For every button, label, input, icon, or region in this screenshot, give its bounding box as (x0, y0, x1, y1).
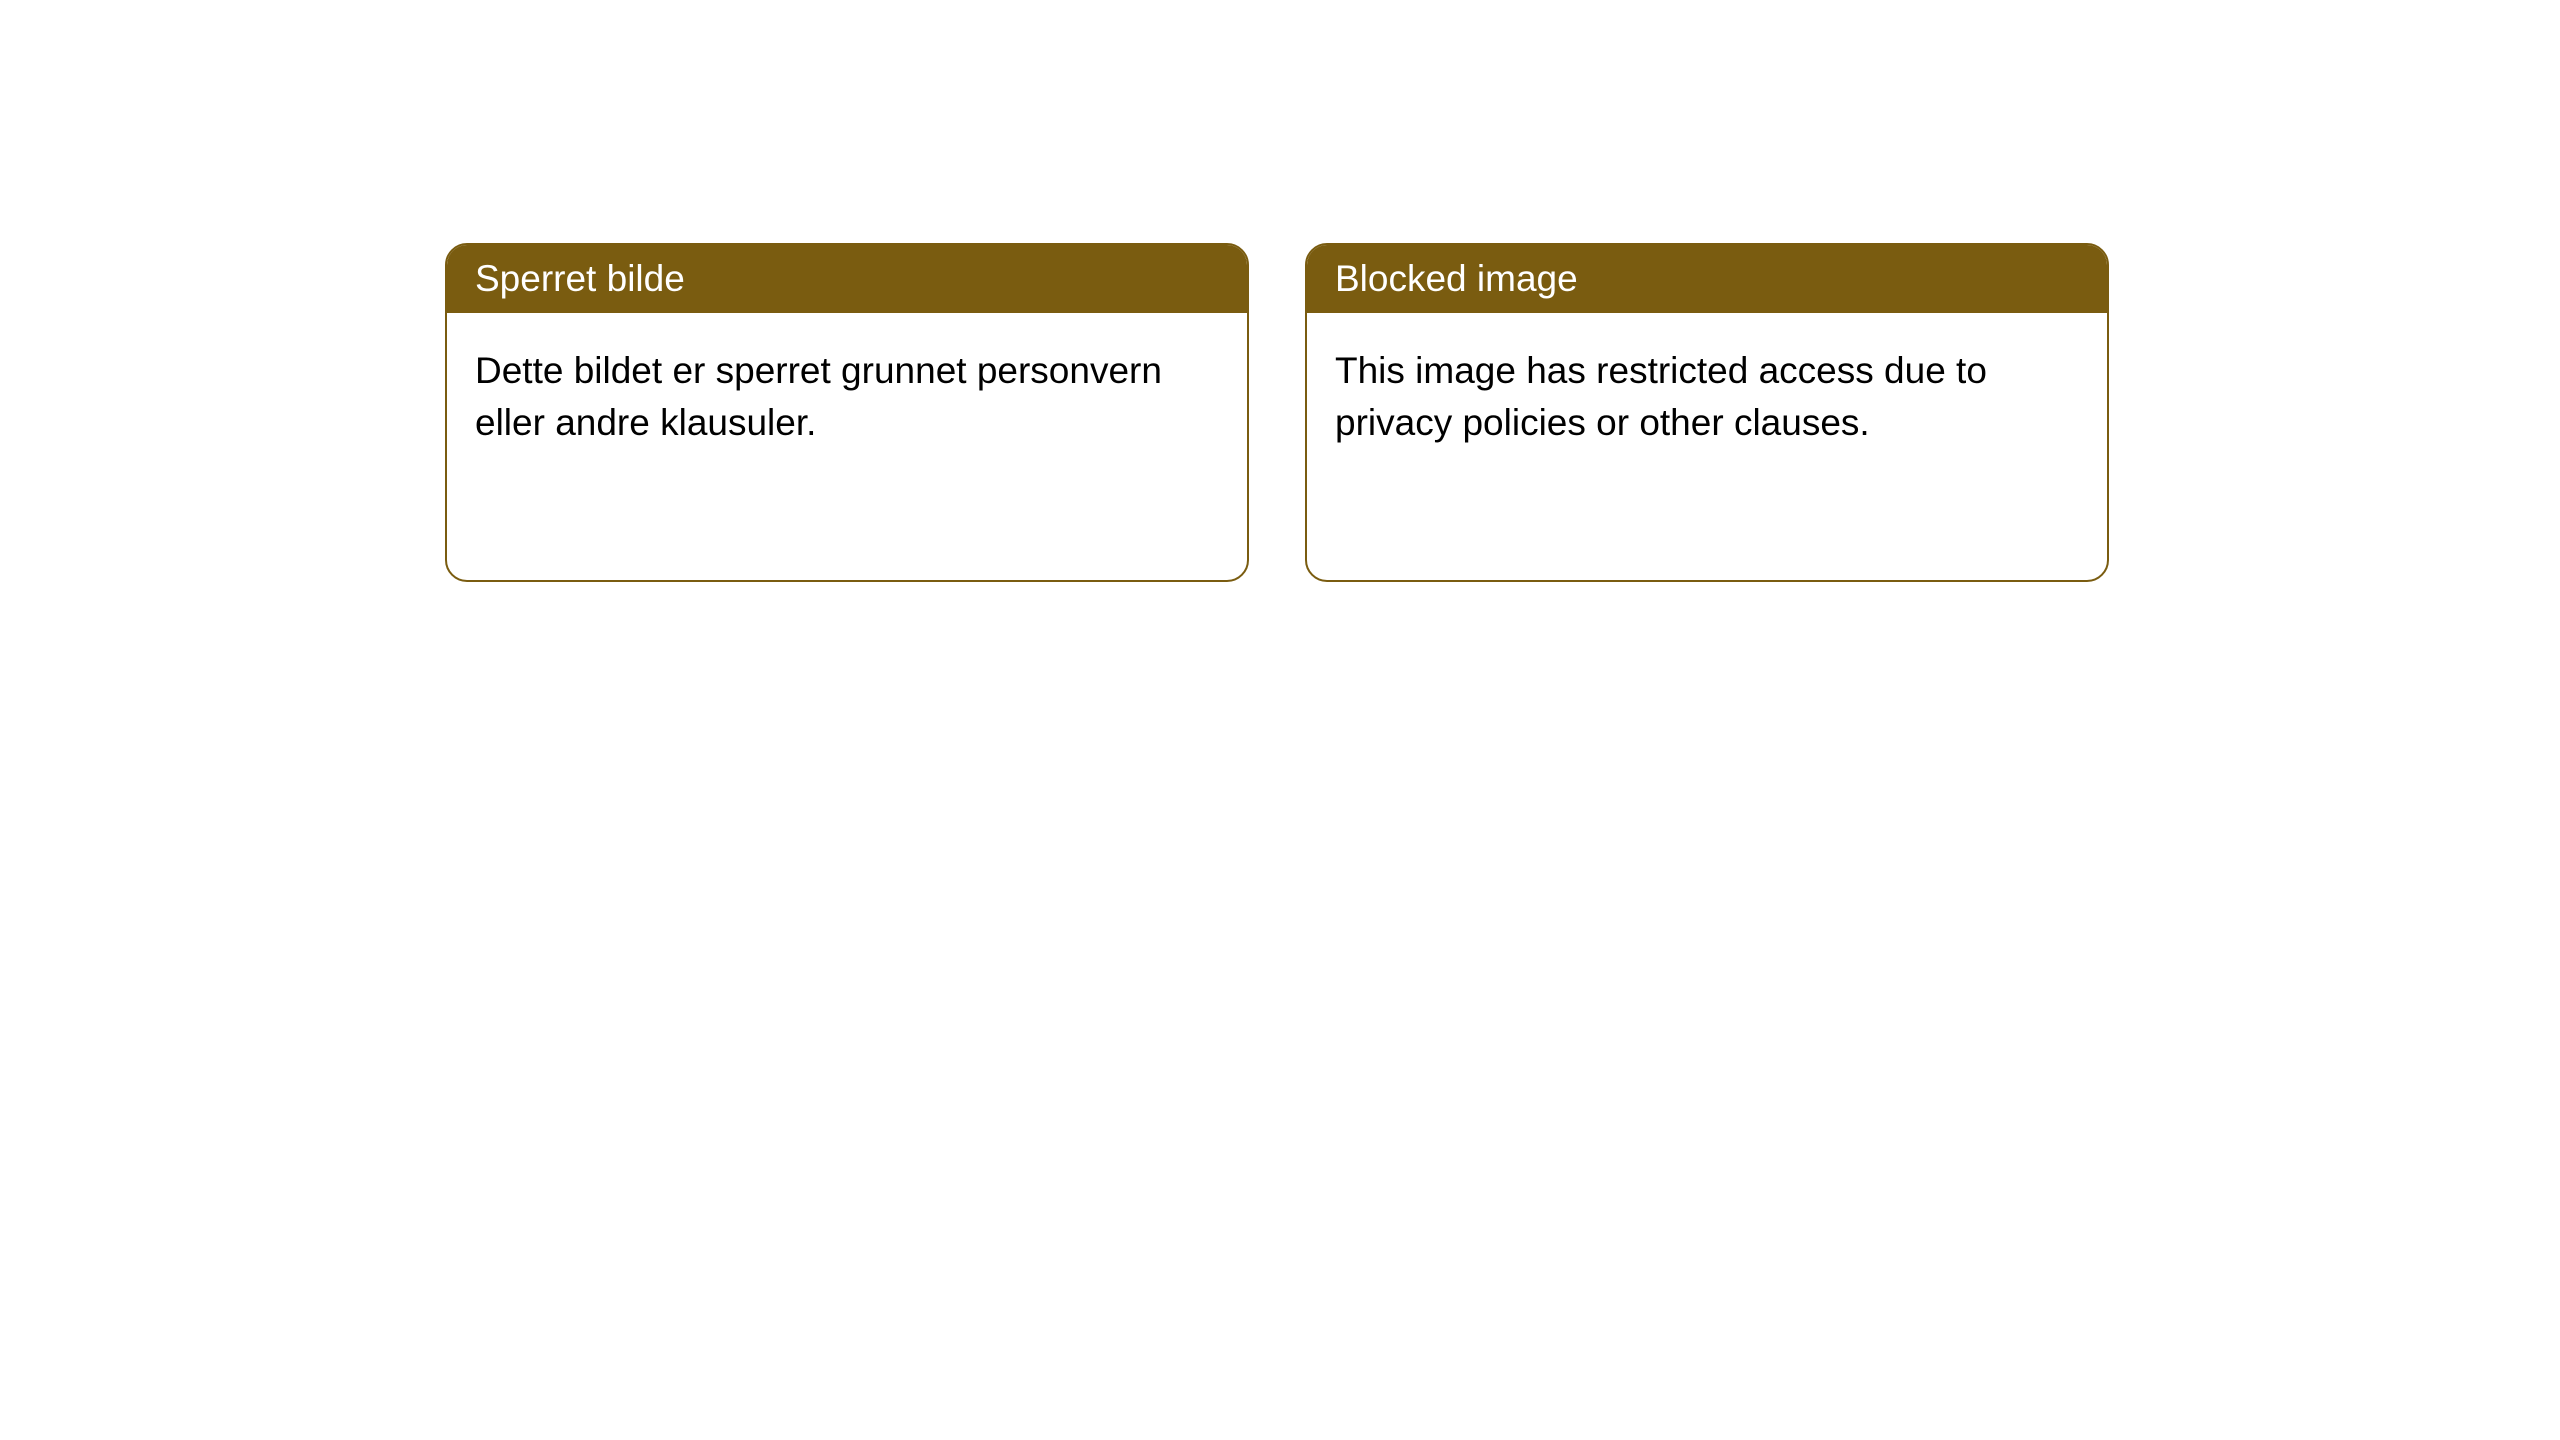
notice-card-norwegian: Sperret bilde Dette bildet er sperret gr… (445, 243, 1249, 582)
card-title: Sperret bilde (475, 258, 685, 299)
card-header-english: Blocked image (1307, 245, 2107, 313)
card-body-english: This image has restricted access due to … (1307, 313, 2107, 481)
card-body-text: Dette bildet er sperret grunnet personve… (475, 350, 1162, 443)
notice-card-english: Blocked image This image has restricted … (1305, 243, 2109, 582)
card-body-norwegian: Dette bildet er sperret grunnet personve… (447, 313, 1247, 481)
notice-cards-container: Sperret bilde Dette bildet er sperret gr… (445, 243, 2109, 582)
card-header-norwegian: Sperret bilde (447, 245, 1247, 313)
card-body-text: This image has restricted access due to … (1335, 350, 1987, 443)
card-title: Blocked image (1335, 258, 1578, 299)
